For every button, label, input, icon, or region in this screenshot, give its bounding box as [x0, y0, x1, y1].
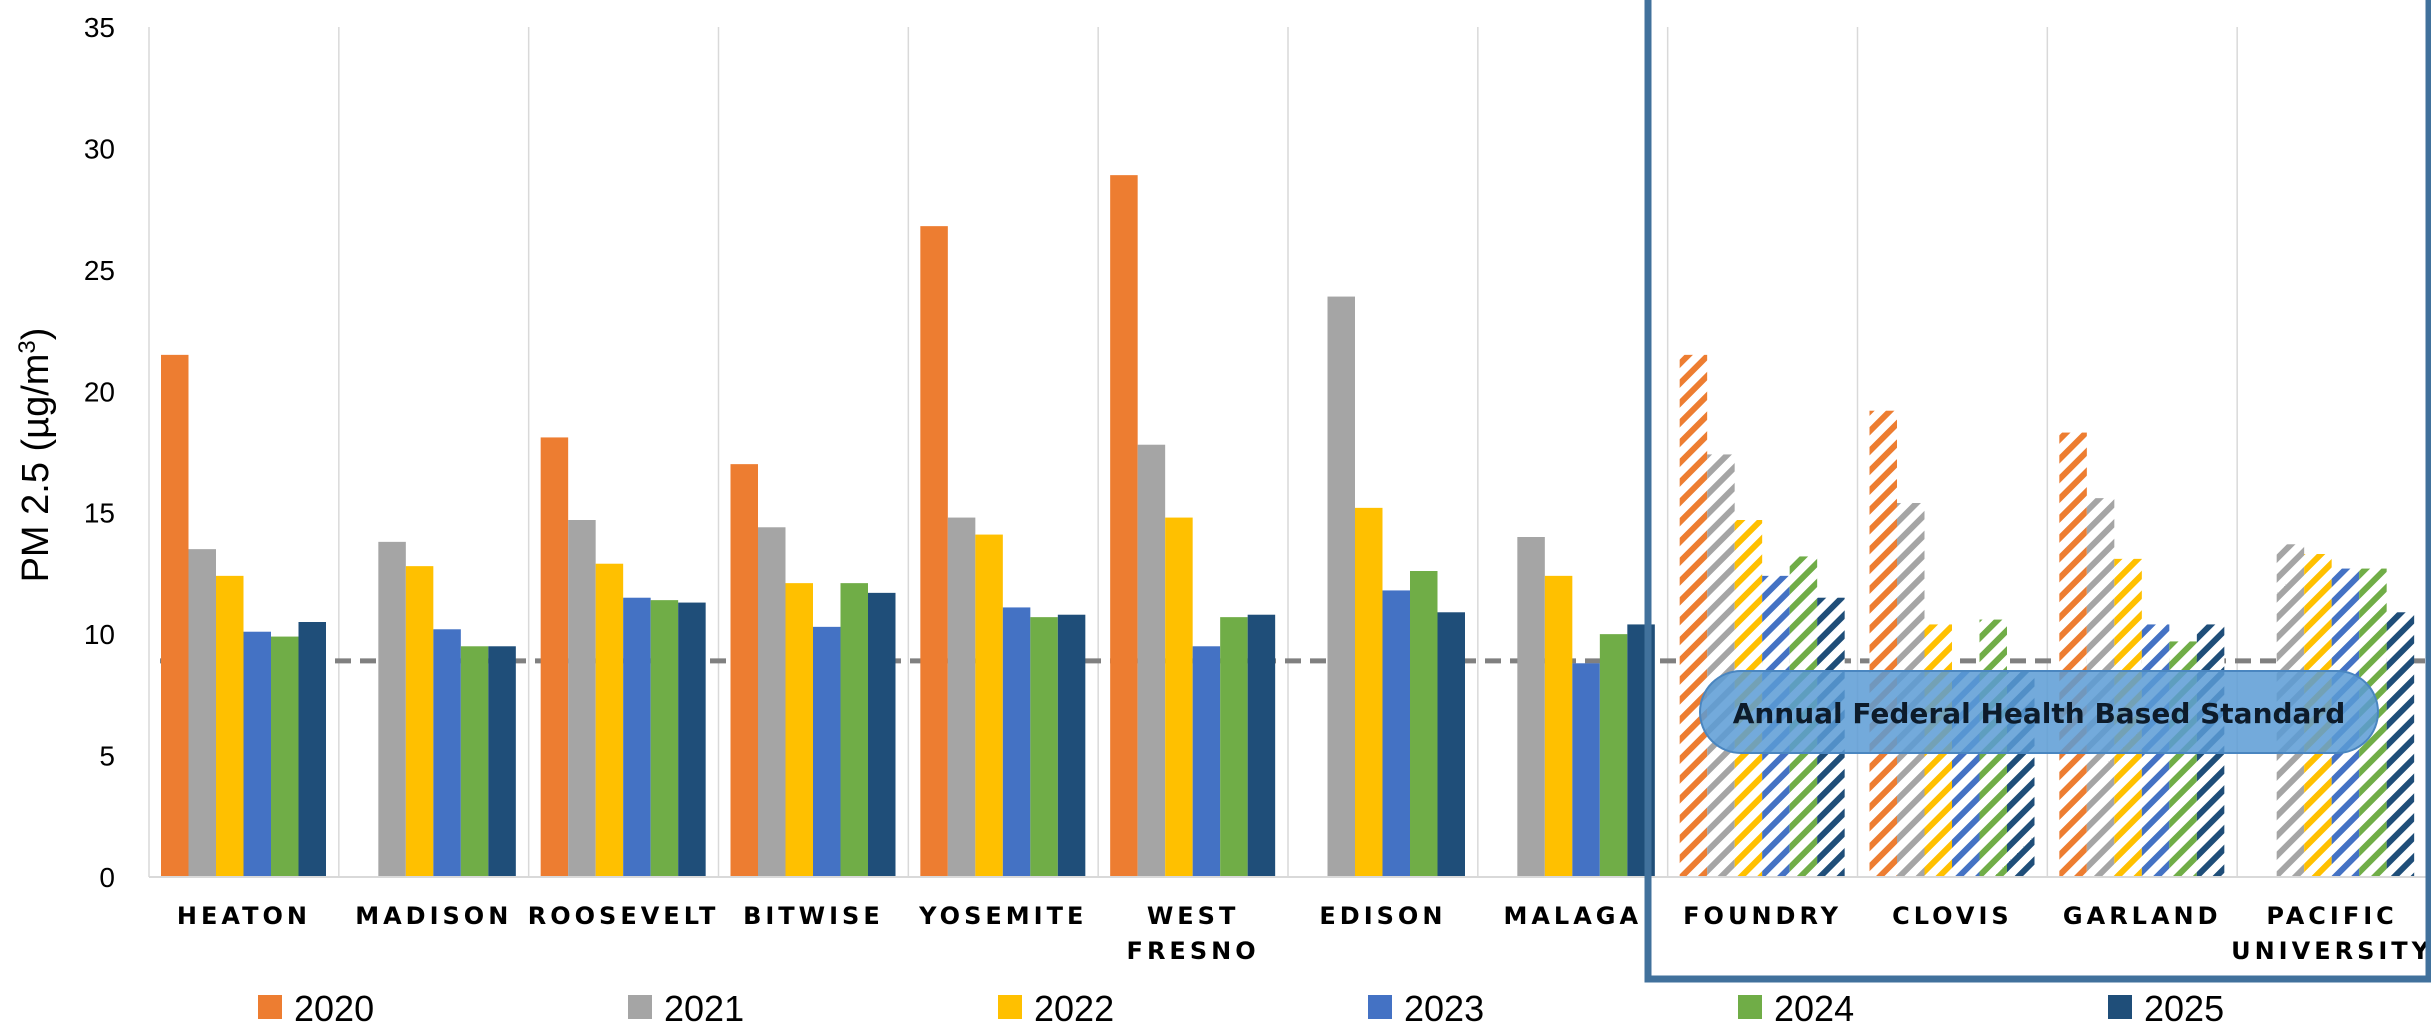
bar: [813, 626, 841, 877]
bar: [1327, 296, 1355, 878]
bar: [1544, 575, 1573, 877]
category-label: ROOSEVELT: [528, 902, 720, 930]
annotations: Annual Federal Health Based Standard: [1644, 0, 2431, 983]
bar: [243, 631, 271, 877]
bar: [271, 636, 299, 877]
bar: [650, 600, 679, 877]
bar: [1110, 175, 1138, 878]
annotation-label: Annual Federal Health Based Standard: [1733, 697, 2346, 730]
category-label: FOUNDRY: [1683, 902, 1842, 930]
bar: [1869, 410, 1897, 877]
bar: [840, 583, 868, 877]
y-tick-label: 30: [84, 133, 115, 164]
legend-swatch: [998, 995, 1022, 1019]
bar: [1030, 617, 1058, 877]
bar: [568, 520, 596, 877]
category-label: CLOVIS: [1892, 902, 2013, 930]
bar: [298, 622, 326, 877]
y-tick-label: 15: [84, 498, 115, 529]
bar: [595, 563, 624, 877]
legend-label: 2024: [1774, 988, 1854, 1024]
bar: [623, 597, 651, 877]
bar: [188, 549, 216, 877]
category-label: HEATON: [177, 902, 311, 930]
bar: [947, 517, 976, 877]
bar: [540, 437, 569, 877]
legend-label: 2022: [1034, 988, 1114, 1024]
bar: [2059, 432, 2087, 877]
bar: [216, 575, 244, 877]
bar: [1382, 590, 1410, 877]
bar: [1410, 571, 1438, 877]
category-label: MADISON: [355, 902, 512, 930]
bar: [1137, 444, 1166, 877]
category-label: WEST FRESNO: [1127, 902, 1260, 965]
legend-swatch: [1738, 995, 1762, 1019]
legend-label: 2021: [664, 988, 744, 1024]
legend-swatch: [1368, 995, 1392, 1019]
bar: [1572, 663, 1600, 877]
bar: [920, 226, 948, 878]
y-tick-label: 0: [99, 862, 115, 893]
category-label: GARLAND: [2063, 902, 2222, 930]
category-label: BITWISE: [743, 902, 884, 930]
bar: [1165, 517, 1193, 877]
bar: [1002, 607, 1031, 877]
category-label: MALAGA: [1503, 902, 1642, 930]
axes: 0 5 10 15 20 25 30 35 PM 2.5 (µg/m3) HEATON MADISO…: [14, 12, 2431, 965]
legend: 2020 2021 2022 2023 2024 2025: [258, 988, 2224, 1024]
highlight-box: [1644, 0, 2431, 983]
bar: [975, 534, 1003, 877]
bar: [1517, 537, 1545, 877]
y-axis-title: PM 2.5 (µg/m3): [14, 328, 58, 583]
legend-swatch: [628, 995, 652, 1019]
bar: [488, 646, 516, 877]
bar: [1220, 617, 1248, 877]
bar: [1192, 646, 1221, 877]
y-tick-label: 10: [84, 619, 115, 650]
legend-swatch: [258, 995, 282, 1019]
bar: [1057, 614, 1086, 877]
bar: [460, 646, 489, 877]
legend-label: 2025: [2144, 988, 2224, 1024]
legend-swatch: [2108, 995, 2132, 1019]
bar: [868, 592, 896, 877]
bar: [1679, 354, 1708, 877]
bar: [1355, 507, 1383, 877]
category-label: YOSEMITE: [918, 902, 1087, 930]
bar: [1599, 634, 1628, 877]
bar: [730, 464, 758, 877]
bar: [405, 566, 434, 877]
legend-label: 2023: [1404, 988, 1484, 1024]
category-label: EDISON: [1319, 902, 1446, 930]
bar: [1247, 614, 1276, 877]
bar: [758, 527, 786, 877]
annotation-pill: [1699, 670, 2379, 754]
bar: [1707, 454, 1735, 877]
bar: [2386, 612, 2415, 877]
bar: [1437, 612, 1465, 877]
category-label: PACIFIC UNIVERSITY: [2231, 902, 2431, 965]
y-tick-label: 5: [99, 741, 115, 772]
legend-label: 2020: [294, 988, 374, 1024]
bar: [433, 629, 461, 877]
bar: [678, 602, 706, 877]
bar: [378, 541, 406, 877]
y-tick-label: 35: [84, 12, 115, 43]
y-tick-label: 20: [84, 376, 115, 407]
y-tick-label: 25: [84, 255, 115, 286]
bar: [785, 583, 813, 877]
bar: [161, 354, 189, 877]
